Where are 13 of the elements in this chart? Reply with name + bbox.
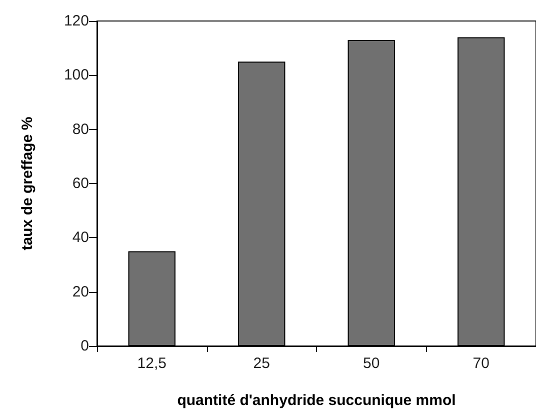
y-tick-label: 80 [72,120,89,138]
x-tick-label: 50 [363,355,380,372]
y-tick-label: 40 [72,229,89,246]
x-tick-label: 12,5 [137,355,166,372]
y-axis-title: taux de greffage % [19,116,36,250]
x-tick-label: 70 [472,355,490,372]
y-tick-label: 100 [64,66,89,84]
y-tick-label: 0 [80,338,89,354]
y-tick-label: 60 [72,175,89,192]
y-tick-label: 20 [72,283,89,300]
x-axis-title: quantité d'anhydride succunique mmol [177,392,456,409]
x-tick-label: 25 [253,355,270,372]
y-tick-label: 120 [64,12,89,30]
